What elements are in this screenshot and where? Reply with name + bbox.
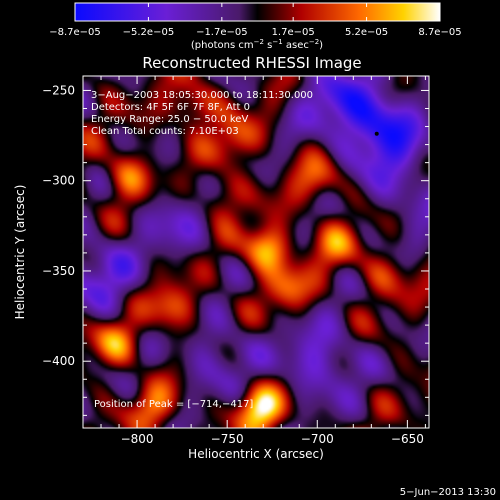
annotation-peak-position: Position of Peak = [−714,−417] [94, 399, 253, 410]
axis-ticks: −800 −750 −700 −650 −250 −300 −350 −400 [42, 76, 429, 446]
colorbar-tick-label: −5.2e−05 [123, 27, 175, 38]
colorbar-tick-label: 1.7e−05 [272, 27, 315, 38]
y-tick-label: −250 [42, 83, 75, 97]
x-tick-label: −750 [211, 432, 244, 446]
annotation-detectors: Detectors: 4F 5F 6F 7F 8F, Att 0 [91, 102, 250, 113]
colorbar-tick-label: 8.7e−05 [418, 27, 461, 38]
colorbar [74, 2, 441, 22]
colorbar-ticks: −8.7e−05 −5.2e−05 −1.7e−05 1.7e−05 5.2e−05 8.… [49, 3, 462, 38]
x-tick-label: −800 [121, 432, 154, 446]
footer-date: 5−Jun−2013 13:30 [400, 487, 496, 498]
annotation-energy-range: Energy Range: 25.0 − 50.0 keV [91, 114, 248, 125]
minimum-marker [374, 131, 379, 136]
chart-title: Reconstructed RHESSI Image [142, 54, 361, 72]
x-tick-label: −650 [391, 432, 424, 446]
x-axis-label: Heliocentric X (arcsec) [188, 447, 324, 461]
y-tick-label: −300 [42, 174, 75, 188]
colorbar-tick-label: 5.2e−05 [345, 27, 388, 38]
plot-frame [82, 75, 430, 429]
colorbar-tick-label: −8.7e−05 [49, 27, 101, 38]
y-tick-label: −400 [42, 354, 75, 368]
colorbar-tick-label: −1.7e−05 [196, 27, 248, 38]
annotation-time-range: 3−Aug−2003 18:05:30.000 to 18:11:30.000 [91, 90, 313, 101]
y-axis-label: Heliocentric Y (arcsec) [13, 185, 27, 320]
y-tick-label: −350 [42, 264, 75, 278]
heatmap-image [83, 76, 429, 428]
annotation-clean-counts: Clean Total counts: 7.10E+03 [91, 126, 239, 137]
colorbar-unit-label: (photons cm−2 s−1 asec−2) [191, 38, 323, 51]
x-tick-label: −700 [301, 432, 334, 446]
